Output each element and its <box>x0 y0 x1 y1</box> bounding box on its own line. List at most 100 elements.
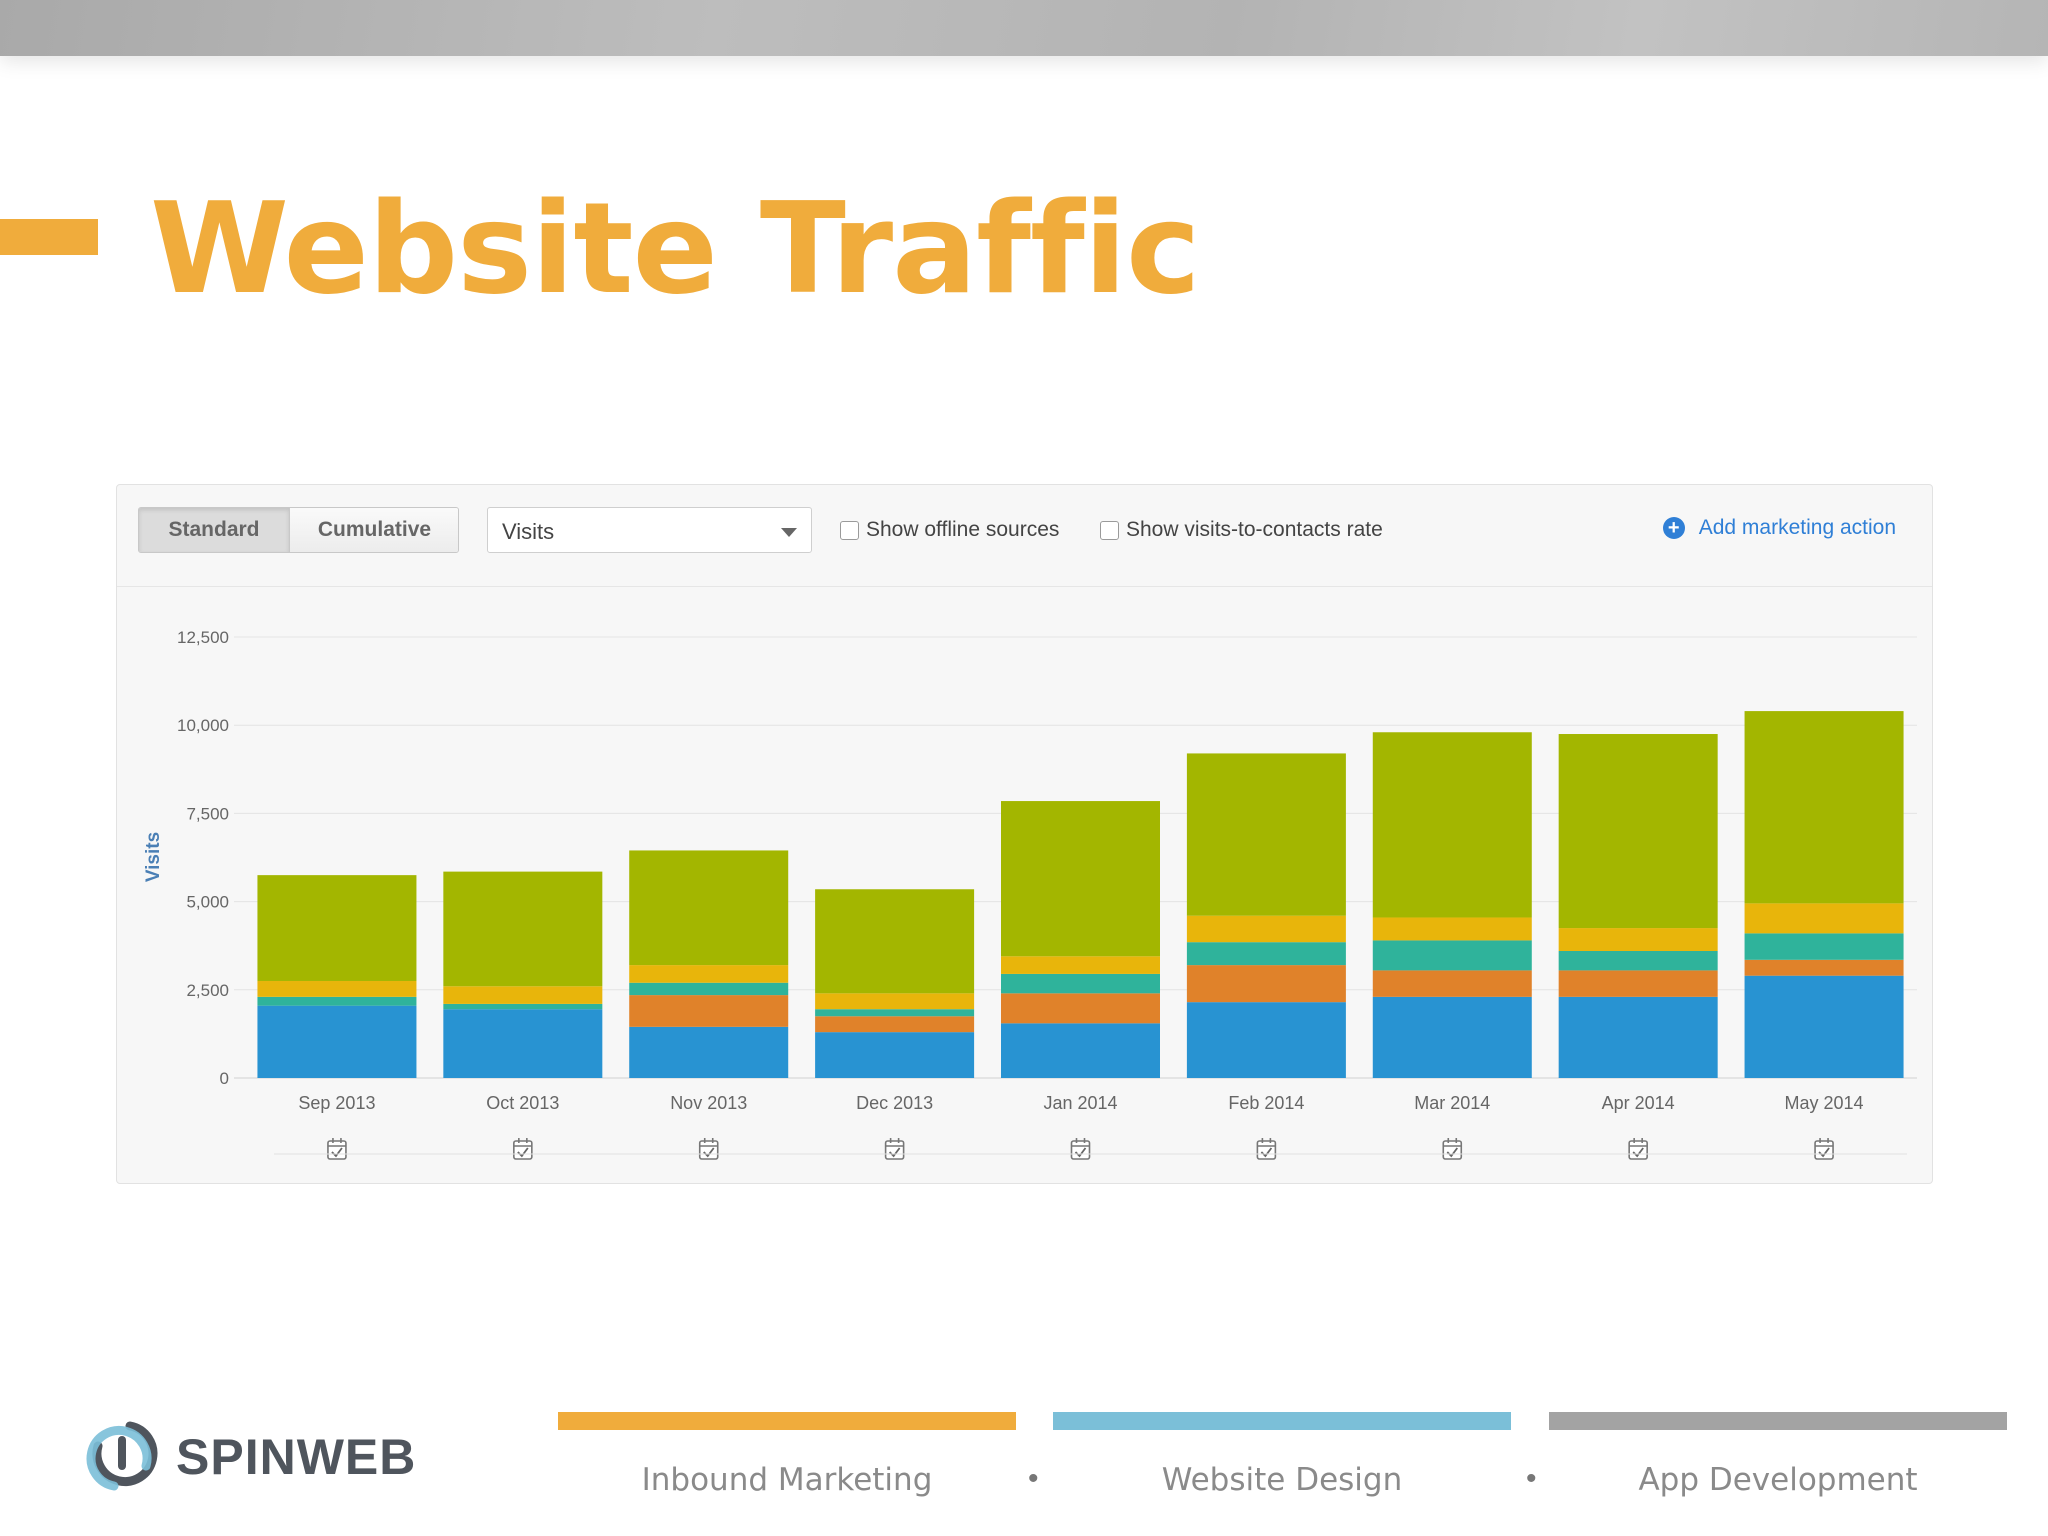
y-tick-label: 2,500 <box>186 981 229 1000</box>
x-tick-label: Oct 2013 <box>486 1093 559 1113</box>
x-tick-label: Sep 2013 <box>298 1093 375 1113</box>
standard-button[interactable]: Standard <box>139 508 290 552</box>
bar-segment <box>1744 959 1904 976</box>
bar-segment <box>1186 1002 1346 1078</box>
bar-segment <box>629 965 789 983</box>
bar-segment <box>1186 753 1346 916</box>
bar-segment <box>1186 915 1346 943</box>
bar-segment <box>629 995 789 1027</box>
bar-segment <box>1001 1023 1160 1078</box>
bar-segment <box>815 889 975 994</box>
bar-segment <box>1001 993 1160 1024</box>
bar-segment <box>629 850 789 966</box>
bar-segment <box>1372 732 1532 918</box>
checkbox-box[interactable] <box>840 520 859 540</box>
traffic-panel: Standard Cumulative Visits Show offline … <box>116 484 1933 1184</box>
top-banner <box>0 0 2048 56</box>
offline-sources-checkbox[interactable]: Show offline sources <box>840 518 1059 542</box>
bar-segment <box>1372 970 1532 997</box>
bar-segment <box>815 1016 975 1033</box>
bar-segment <box>815 993 975 1010</box>
slide-title: Website Traffic <box>150 175 1201 322</box>
footer-bar-design <box>1053 1412 1511 1430</box>
bar-segment <box>1744 933 1904 960</box>
calendar-check-icon <box>1256 1138 1277 1160</box>
footer-bar-inbound <box>558 1412 1016 1430</box>
offline-sources-label: Show offline sources <box>866 518 1060 541</box>
bar-segment <box>257 980 417 997</box>
cumulative-button[interactable]: Cumulative <box>290 508 458 552</box>
bar-segment <box>1744 711 1904 904</box>
calendar-check-icon <box>1814 1138 1834 1160</box>
bar-segment <box>1744 975 1904 1078</box>
y-tick-label: 12,500 <box>177 628 229 647</box>
metric-select[interactable]: Visits <box>487 507 812 553</box>
bar-segment <box>257 996 417 1006</box>
bar-segment <box>1372 917 1532 941</box>
visits-rate-label: Show visits-to-contacts rate <box>1126 518 1383 541</box>
bar-segment <box>629 1026 789 1078</box>
calendar-check-icon <box>1628 1138 1648 1160</box>
bar-segment <box>1372 940 1532 971</box>
y-axis-label: Visits <box>143 832 164 882</box>
x-tick-label: Mar 2014 <box>1414 1093 1490 1113</box>
bar-segment <box>1372 996 1532 1078</box>
footer-website-design: Website Design <box>1161 1462 1403 1498</box>
footer-separator: • <box>1526 1462 1537 1495</box>
bar-segment <box>1186 942 1346 966</box>
footer-separator: • <box>1028 1462 1039 1495</box>
calendar-check-icon <box>513 1138 533 1160</box>
bar-segment <box>1558 928 1718 951</box>
bar-segment <box>257 1005 417 1078</box>
plus-circle-icon: + <box>1662 517 1685 539</box>
visits-chart: 0 2,500 5,000 7,500 10,000 12,500 Visits Sep 20… <box>143 628 1917 1160</box>
spinweb-logo: SPINWEB <box>84 1412 444 1500</box>
logo-wordmark: SPINWEB <box>176 1429 417 1485</box>
calendar-check-icon <box>698 1138 719 1160</box>
x-tick-label: Dec 2013 <box>856 1093 933 1113</box>
calendar-check-icon <box>327 1138 347 1160</box>
bar-segment <box>1001 956 1160 974</box>
metric-select-value: Visits <box>502 519 555 544</box>
calendar-check-icon <box>1070 1138 1091 1160</box>
y-tick-label: 10,000 <box>177 716 229 735</box>
bar-segment <box>1744 903 1904 934</box>
bar-segment <box>443 986 603 1004</box>
calendar-check-icon <box>884 1138 905 1160</box>
bar-segment <box>629 982 789 996</box>
y-tick-label: 0 <box>220 1069 229 1088</box>
add-marketing-action-label: Add marketing action <box>1698 516 1896 539</box>
bar-segment <box>1558 950 1718 971</box>
bar-segment <box>1558 996 1718 1078</box>
bar-segment <box>1001 801 1160 957</box>
bar-segment <box>1001 973 1160 994</box>
bar-segment <box>1186 965 1346 1003</box>
x-tick-label: Feb 2014 <box>1228 1093 1304 1113</box>
add-marketing-action-link[interactable]: + Add marketing action <box>1662 516 1896 540</box>
title-accent-bar <box>0 219 98 255</box>
footer-app-development: App Development <box>1638 1462 1918 1498</box>
bar-segment <box>815 1009 975 1017</box>
checkbox-box[interactable] <box>1100 520 1119 540</box>
bar-segment <box>815 1032 975 1078</box>
footer-bar-app <box>1549 1412 2007 1430</box>
bar-segment <box>443 1003 603 1010</box>
x-tick-label: Nov 2013 <box>670 1093 747 1113</box>
bar-segment <box>257 875 417 981</box>
view-mode-toggle: Standard Cumulative <box>138 507 459 553</box>
x-tick-label: Jan 2014 <box>1043 1093 1117 1113</box>
chevron-down-icon <box>781 528 797 537</box>
calendar-check-icon <box>1442 1138 1463 1160</box>
y-tick-label: 7,500 <box>186 804 229 823</box>
visits-rate-checkbox[interactable]: Show visits-to-contacts rate <box>1100 518 1383 542</box>
spinweb-logo-icon <box>86 1421 158 1491</box>
footer-inbound-marketing: Inbound Marketing <box>641 1462 933 1498</box>
bar-segment <box>1558 734 1718 929</box>
chart-toolbar: Standard Cumulative Visits Show offline … <box>117 485 1932 587</box>
x-tick-label: Apr 2014 <box>1602 1093 1675 1113</box>
bar-segment <box>443 871 603 987</box>
y-tick-label: 5,000 <box>186 893 229 912</box>
x-tick-label: May 2014 <box>1785 1093 1864 1113</box>
bar-segment <box>1558 970 1718 997</box>
bar-segment <box>443 1009 603 1078</box>
